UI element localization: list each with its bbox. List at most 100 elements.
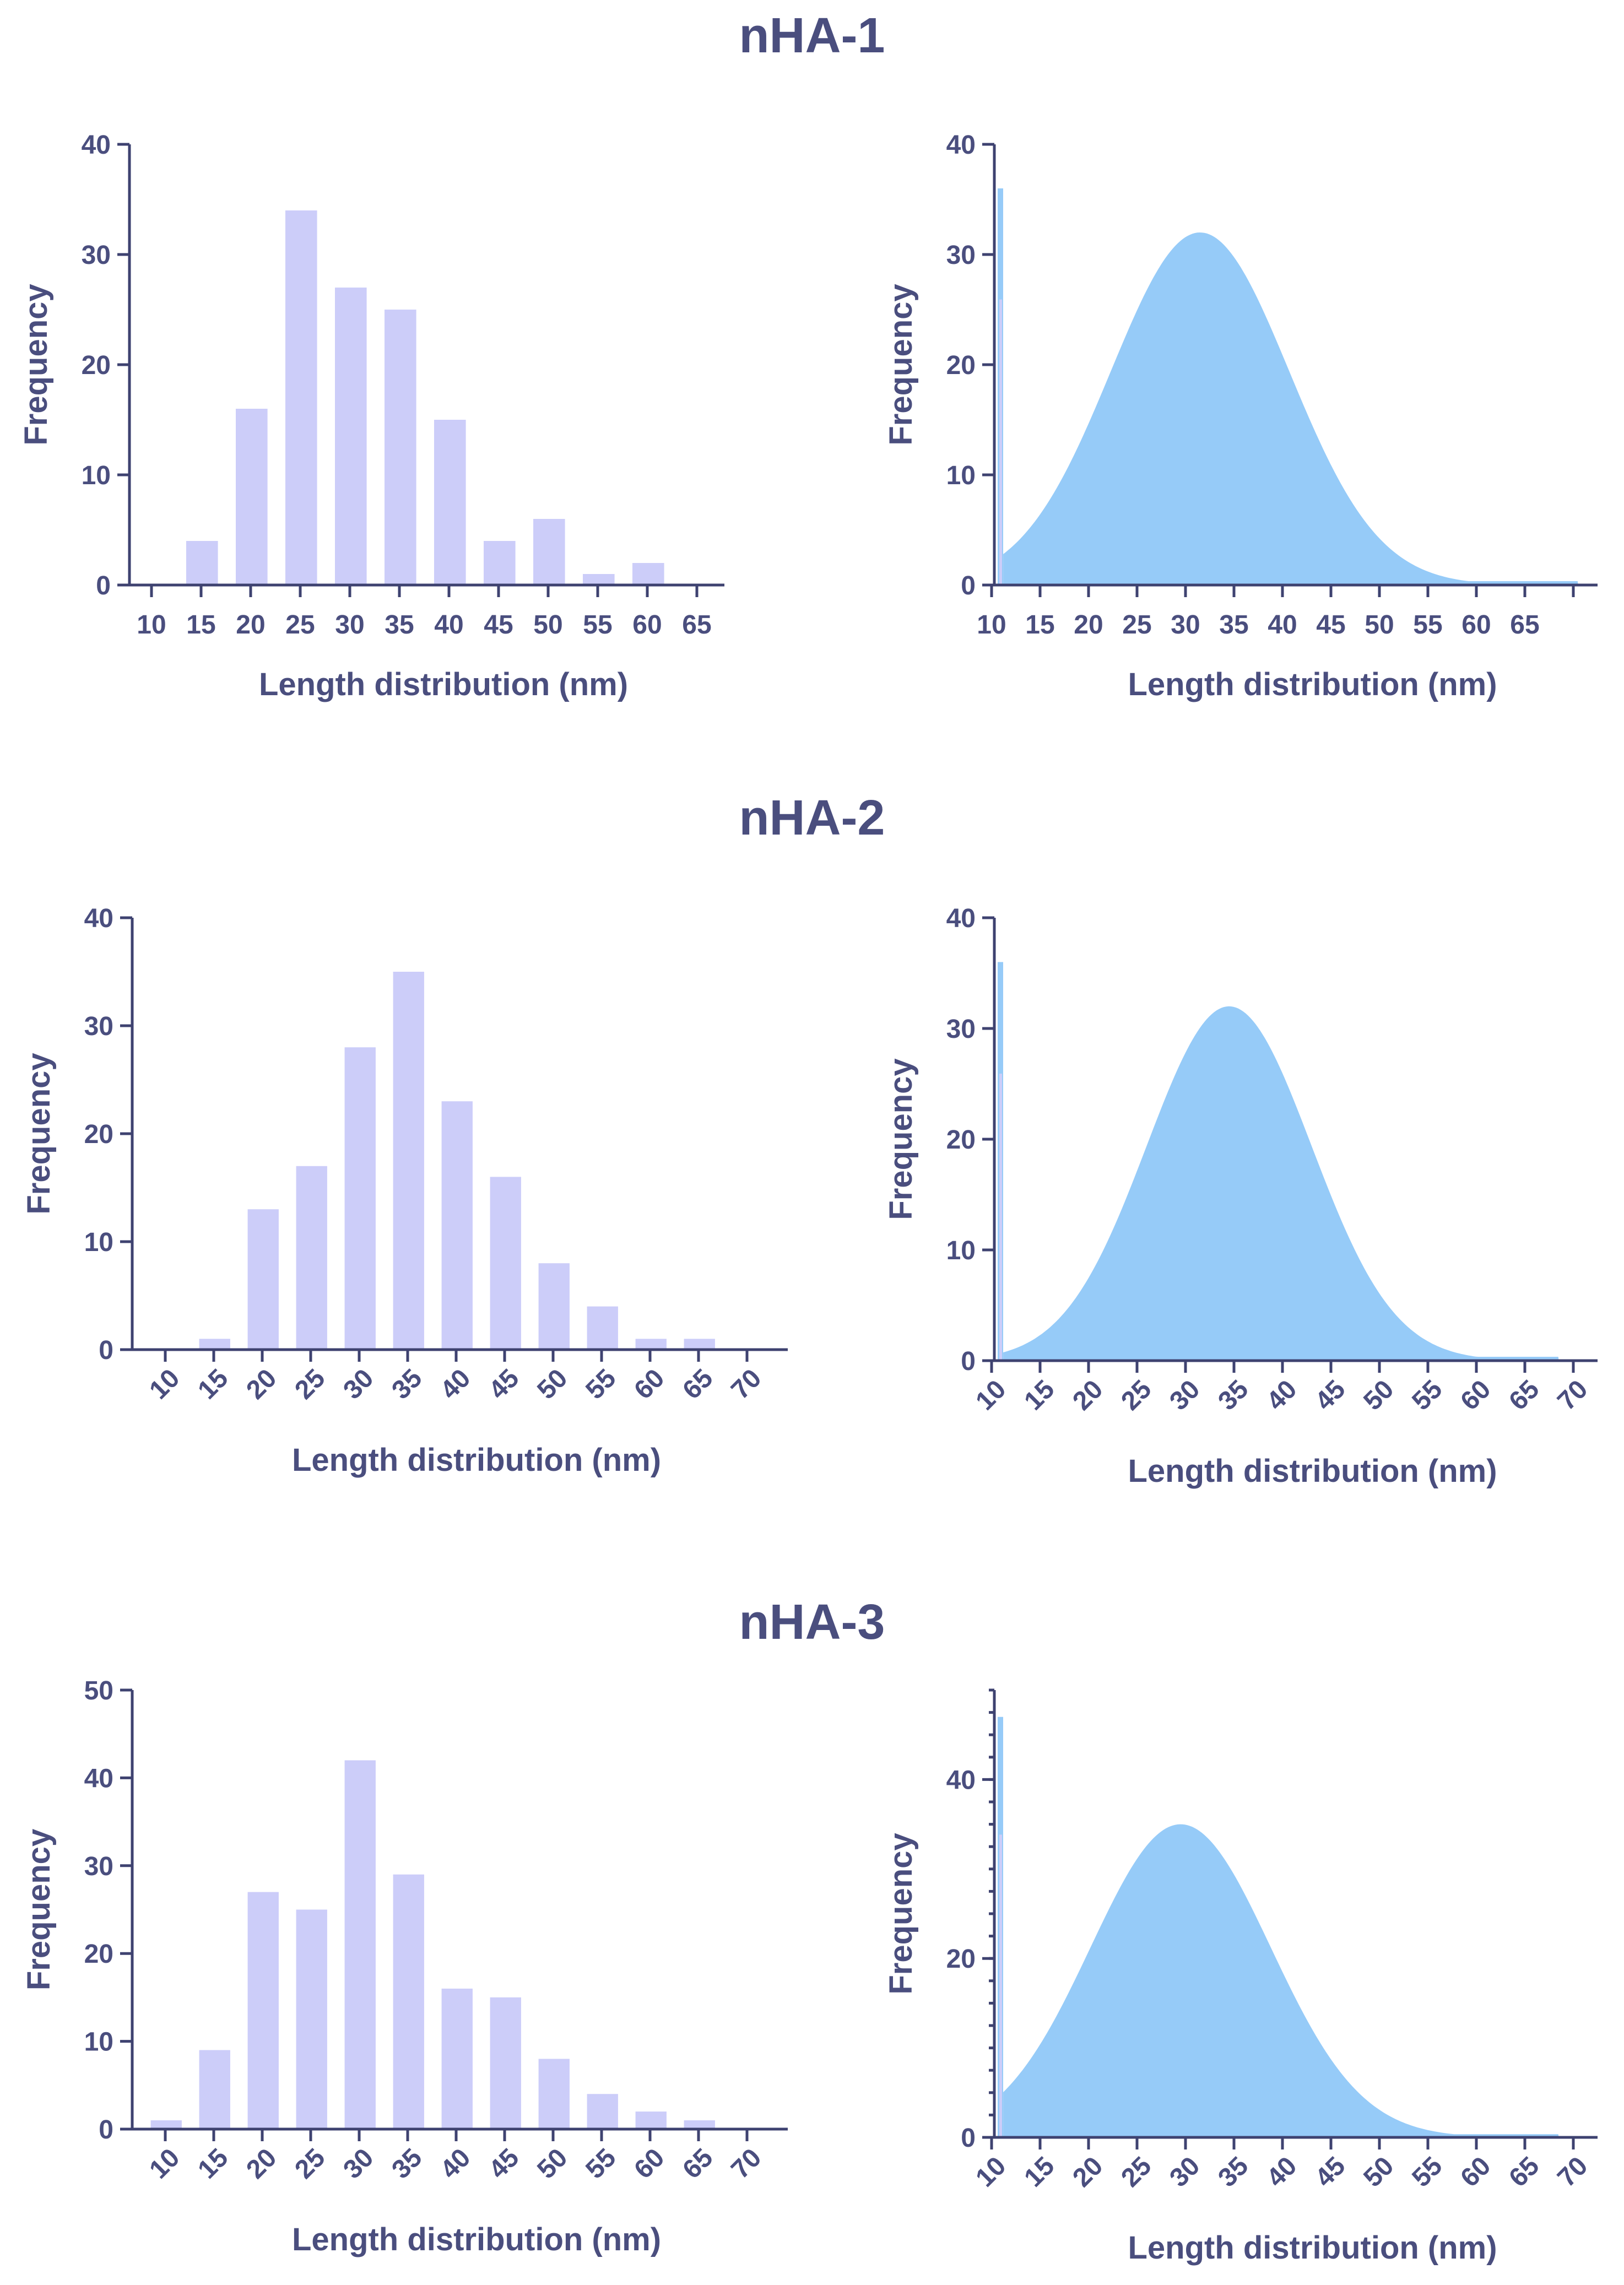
fit-x-tick-label: 35 <box>1212 1374 1254 1416</box>
histogram-y-axis-label: Frequency <box>21 1829 57 1990</box>
histogram-y-tick-label: 0 <box>99 2115 113 2145</box>
histogram-y-tick-label: 20 <box>84 1940 113 1969</box>
histogram-x-tick-label: 60 <box>629 1363 670 1405</box>
fit-x-tick-label: 10 <box>970 2151 1011 2192</box>
fit-y-axis-label: Frequency <box>883 284 919 445</box>
histogram-bar <box>186 541 218 585</box>
fit-x-tick-label: 20 <box>1074 610 1103 640</box>
histogram-bar <box>296 1166 327 1350</box>
fit-x-tick-label: 45 <box>1309 2151 1351 2192</box>
fit-x-axis-label: Length distribution (nm) <box>1128 667 1497 702</box>
fit-x-tick-label: 10 <box>977 610 1006 640</box>
fit-x-tick-label: 40 <box>1261 2151 1302 2192</box>
histogram-y-tick-label: 10 <box>84 2028 113 2057</box>
fit-x-tick-label: 10 <box>970 1374 1011 1416</box>
histogram-x-tick-label: 70 <box>726 1363 767 1405</box>
fit-x-tick-label: 20 <box>1067 2151 1108 2192</box>
fit-x-tick-label: 25 <box>1116 1374 1157 1416</box>
histogram-bar <box>434 420 466 585</box>
histogram-x-axis-label: Length distribution (nm) <box>292 1442 661 1478</box>
fit-x-tick-label: 55 <box>1413 610 1442 640</box>
fit-x-tick-label: 55 <box>1406 2151 1448 2192</box>
histogram-x-tick-label: 45 <box>484 610 513 640</box>
histogram-bar <box>285 210 317 585</box>
fit-x-tick-label: 15 <box>1025 610 1054 640</box>
fit-y-tick-label: 0 <box>961 2124 976 2153</box>
fit-x-tick-label: 50 <box>1358 1374 1399 1416</box>
histogram-bar <box>538 2059 570 2129</box>
histogram-x-tick-label: 25 <box>289 2143 331 2184</box>
fit-x-axis-label: Length distribution (nm) <box>1128 1453 1497 1489</box>
histogram-bar <box>441 1101 473 1350</box>
histogram-bar <box>335 288 367 585</box>
histogram-x-tick-label: 55 <box>583 610 612 640</box>
fit-x-axis-label: Length distribution (nm) <box>1128 2230 1497 2266</box>
fit-x-tick-label: 25 <box>1122 610 1151 640</box>
fit-y-tick-label: 20 <box>946 1125 976 1155</box>
fit-y-tick-label: 40 <box>946 131 976 160</box>
fit-spike-overlay <box>999 299 1002 585</box>
fit-x-tick-label: 25 <box>1116 2151 1157 2192</box>
histogram-x-tick-label: 40 <box>435 2143 476 2184</box>
fit-curve-area <box>1003 232 1578 585</box>
fit-x-tick-label: 65 <box>1503 1374 1545 1416</box>
histogram-x-tick-label: 20 <box>241 1363 282 1405</box>
histogram-y-tick-label: 10 <box>84 1228 113 1257</box>
histogram-bar <box>199 2050 230 2129</box>
fit-x-tick-label: 60 <box>1461 610 1491 640</box>
histogram-bar <box>635 2111 667 2129</box>
histogram-x-tick-label: 65 <box>677 2143 718 2184</box>
histogram-bar <box>441 1988 473 2129</box>
fit-curve-area <box>1003 1824 1559 2137</box>
histogram-bar <box>385 310 416 585</box>
histogram-y-tick-label: 30 <box>82 241 111 270</box>
histogram-x-tick-label: 35 <box>386 2143 427 2184</box>
fit-y-tick-label: 30 <box>946 241 976 270</box>
histogram-bar <box>344 1760 376 2129</box>
histogram-x-tick-label: 50 <box>533 610 562 640</box>
fit-y-tick-label: 30 <box>946 1015 976 1044</box>
histogram-x-axis-label: Length distribution (nm) <box>259 667 628 702</box>
histogram-y-axis-label: Frequency <box>21 1053 57 1214</box>
histogram-x-tick-label: 10 <box>144 2143 185 2184</box>
fit-y-tick-label: 40 <box>946 904 976 933</box>
histogram-y-tick-label: 20 <box>84 1120 113 1149</box>
histogram-x-tick-label: 20 <box>236 610 265 640</box>
fit-x-tick-label: 60 <box>1455 1374 1496 1416</box>
histogram-y-tick-label: 30 <box>84 1852 113 1881</box>
histogram-x-tick-label: 20 <box>241 2143 282 2184</box>
histogram-bar <box>684 2120 715 2129</box>
histogram-y-tick-label: 40 <box>84 904 113 933</box>
fit-y-axis-label: Frequency <box>883 1833 919 1994</box>
histogram-bar <box>533 519 565 585</box>
fit-spike-overlay <box>999 1074 1002 1361</box>
fit-x-tick-label: 65 <box>1510 610 1539 640</box>
histogram-bar <box>236 409 268 585</box>
fit-x-tick-label: 45 <box>1309 1374 1351 1416</box>
histogram-x-tick-label: 25 <box>285 610 315 640</box>
histogram-bar <box>247 1892 279 2129</box>
histogram-x-tick-label: 65 <box>682 610 711 640</box>
fit-spike-overlay <box>999 1834 1002 2137</box>
fit-x-tick-label: 35 <box>1212 2151 1254 2192</box>
histogram-y-tick-label: 50 <box>84 1676 113 1705</box>
histogram-x-tick-label: 25 <box>289 1363 331 1405</box>
histogram-x-tick-label: 45 <box>483 1363 524 1405</box>
fit-y-tick-label: 20 <box>946 1945 976 1974</box>
fit-y-tick-label: 20 <box>946 351 976 380</box>
histogram-x-tick-label: 40 <box>435 1363 476 1405</box>
histogram-bar <box>632 563 664 585</box>
histogram-bar <box>587 1306 618 1350</box>
fit-x-tick-label: 45 <box>1316 610 1345 640</box>
histogram-bar <box>490 1177 521 1350</box>
histogram-y-tick-label: 40 <box>84 1764 113 1793</box>
fit-y-tick-label: 0 <box>961 1347 976 1376</box>
fit-x-tick-label: 30 <box>1164 1374 1205 1416</box>
histogram-x-tick-label: 35 <box>385 610 414 640</box>
